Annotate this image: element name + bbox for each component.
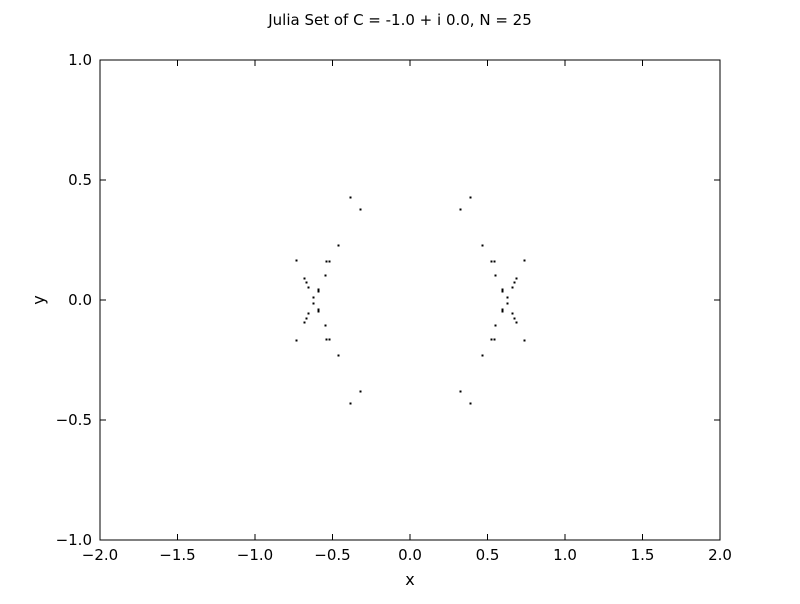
x-tick-label-0: −2.0	[82, 546, 118, 564]
chart-title: Julia Set of C = -1.0 + i 0.0, N = 25	[267, 11, 532, 29]
x-tick-label-3: −0.5	[314, 546, 350, 564]
plot-frame	[99, 59, 721, 541]
x-tick-label-2: −1.0	[237, 546, 273, 564]
x-tick-label-5: 0.5	[476, 546, 500, 564]
x-axis-ticks: −2.0 −1.5 −1.0 −0.5 0.0 0.5 1.0 1.5 2.0	[82, 60, 732, 564]
x-axis-label: x	[405, 570, 414, 589]
plot-area	[100, 60, 720, 540]
x-tick-label-7: 1.5	[631, 546, 655, 564]
y-tick-label-4: 1.0	[68, 51, 92, 69]
y-tick-label-2: 0.0	[68, 291, 92, 309]
y-tick-label-3: 0.5	[68, 171, 92, 189]
y-axis-label: y	[29, 295, 48, 304]
x-tick-label-8: 2.0	[708, 546, 732, 564]
x-tick-label-6: 1.0	[553, 546, 577, 564]
y-tick-label-1: −0.5	[56, 411, 92, 429]
y-axis-ticks: −1.0 −0.5 0.0 0.5 1.0	[56, 51, 720, 549]
x-tick-label-4: 0.0	[398, 546, 422, 564]
x-tick-label-1: −1.5	[159, 546, 195, 564]
y-tick-label-0: −1.0	[56, 531, 92, 549]
